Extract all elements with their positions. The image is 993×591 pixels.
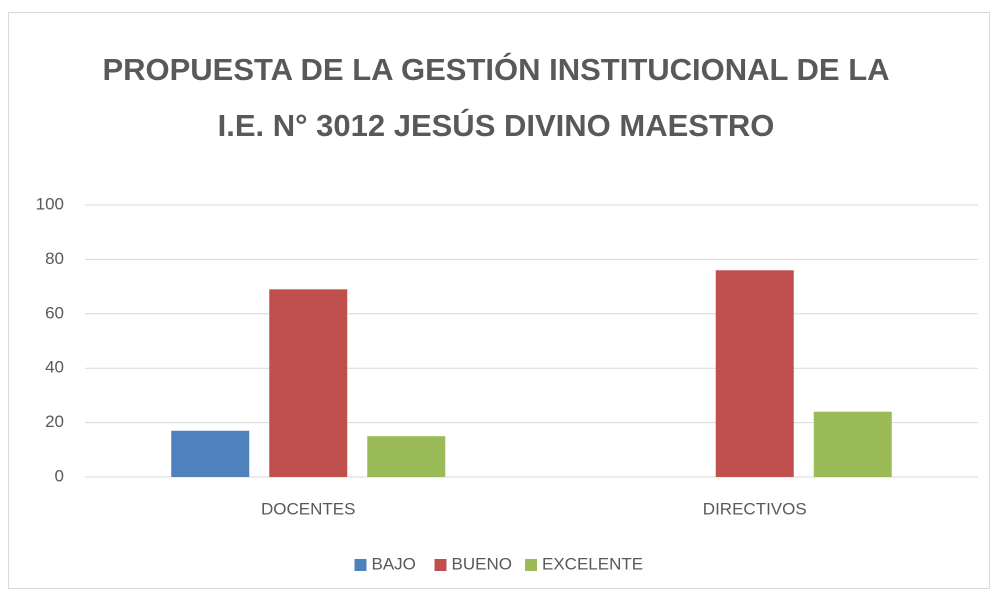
bar bbox=[813, 411, 892, 477]
legend-label: EXCELENTE bbox=[542, 554, 643, 573]
legend-swatch bbox=[354, 559, 367, 571]
chart-title: PROPUESTA DE LA GESTIÓN INSTITUCIONAL DE… bbox=[102, 51, 889, 87]
legend-label: BAJO bbox=[372, 554, 416, 573]
y-tick-label: 40 bbox=[45, 358, 64, 377]
y-tick-label: 100 bbox=[36, 194, 64, 213]
chart-border bbox=[8, 12, 990, 589]
bar bbox=[269, 289, 348, 477]
bar bbox=[171, 430, 250, 477]
legend-swatch bbox=[525, 559, 537, 571]
y-tick-label: 80 bbox=[45, 249, 64, 268]
y-tick-label: 20 bbox=[45, 412, 64, 431]
bar bbox=[715, 270, 794, 477]
legend-swatch bbox=[434, 559, 447, 571]
legend-label: BUENO bbox=[452, 554, 512, 573]
y-tick-label: 0 bbox=[55, 466, 64, 485]
chart-title: I.E. N° 3012 JESÚS DIVINO MAESTRO bbox=[218, 107, 775, 143]
bar bbox=[367, 436, 446, 477]
x-tick-label: DIRECTIVOS bbox=[703, 499, 807, 518]
x-tick-label: DOCENTES bbox=[261, 499, 355, 518]
y-tick-label: 60 bbox=[45, 303, 64, 322]
